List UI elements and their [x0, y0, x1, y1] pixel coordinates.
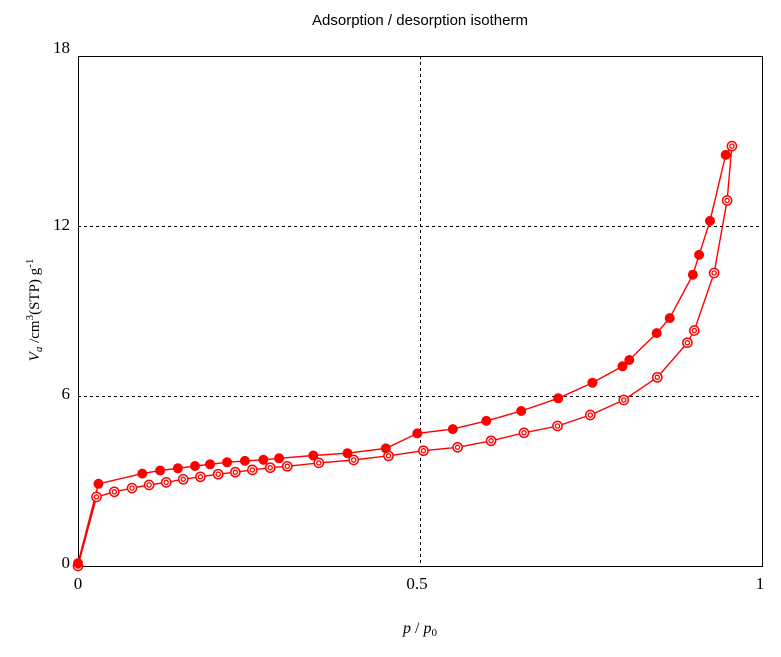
- desorption-curve: [77, 145, 733, 564]
- desorption-point: [516, 406, 527, 416]
- adsorption-point: [418, 445, 429, 457]
- plot-frame: [78, 56, 763, 567]
- adsorption-point: [126, 482, 138, 494]
- adsorption-point: [618, 394, 630, 406]
- adsorption-point: [485, 435, 497, 447]
- adsorption-point: [247, 464, 258, 476]
- y-tick-12: 12: [53, 215, 70, 234]
- desorption-point: [481, 415, 492, 426]
- adsorption-point-inner: [267, 464, 273, 471]
- adsorption-point-inner: [724, 197, 730, 204]
- adsorption-point-inner: [232, 469, 239, 475]
- adsorption-point-inner: [129, 485, 135, 491]
- adsorption-point-inner: [454, 444, 461, 451]
- adsorption-point: [212, 468, 224, 480]
- desorption-point: [172, 463, 183, 474]
- desorption-point: [380, 443, 391, 454]
- desorption-point: [258, 454, 269, 465]
- desorption-point: [412, 428, 423, 439]
- adsorption-point-inner: [111, 489, 118, 495]
- adsorption-point-inner: [350, 457, 357, 463]
- adsorption-point: [452, 441, 463, 453]
- adsorption-point-inner: [488, 438, 494, 444]
- x-axis-label: p / p0: [403, 620, 437, 639]
- adsorption-point-inner: [554, 423, 561, 429]
- adsorption-point-inner: [197, 474, 204, 480]
- adsorption-point: [264, 462, 276, 474]
- desorption-point: [73, 558, 83, 569]
- adsorption-point-inner: [521, 430, 527, 436]
- adsorption-point-inner: [163, 479, 169, 486]
- adsorption-point: [348, 454, 360, 466]
- desorption-point: [705, 215, 715, 226]
- desorption-point: [587, 377, 598, 388]
- adsorption-point-inner: [215, 471, 221, 477]
- adsorption-point: [721, 195, 733, 206]
- desorption-point: [155, 465, 166, 476]
- adsorption-point-inner: [711, 270, 717, 276]
- desorption-point: [342, 448, 353, 459]
- desorption-point: [624, 355, 635, 365]
- adsorption-point-inner: [146, 482, 152, 488]
- adsorption-point-inner: [691, 327, 698, 334]
- adsorption-point: [688, 325, 700, 336]
- x-tick-0-5: 0.5: [406, 574, 428, 593]
- desorption-point: [447, 424, 458, 435]
- adsorption-point: [313, 457, 325, 469]
- adsorption-point: [229, 466, 241, 478]
- adsorption-point: [518, 427, 530, 439]
- y-tick-18: 18: [53, 38, 70, 57]
- adsorption-point-inner: [249, 467, 256, 473]
- adsorption-point-inner: [684, 339, 691, 346]
- desorption-point: [222, 457, 233, 468]
- desorption-point: [93, 478, 104, 489]
- adsorption-point: [160, 477, 172, 488]
- x-tick-1: 1: [755, 574, 765, 593]
- adsorption-point-inner: [587, 412, 594, 418]
- adsorption-point: [726, 140, 738, 152]
- adsorption-point: [281, 460, 293, 472]
- adsorption-point: [108, 486, 120, 498]
- chart-title: Adsorption / desorption isotherm: [312, 12, 528, 29]
- desorption-point: [694, 249, 705, 260]
- y-axis-label: Va /cm3(STP) g-1: [24, 258, 45, 362]
- desorption-point: [687, 269, 698, 280]
- desorption-point: [274, 453, 285, 464]
- adsorption-point-inner: [621, 397, 627, 403]
- adsorption-point: [584, 409, 596, 421]
- adsorption-point-inner: [654, 374, 661, 381]
- adsorption-point: [708, 267, 720, 279]
- adsorption-point-inner: [180, 476, 187, 483]
- desorption-point: [651, 328, 662, 339]
- adsorption-point: [177, 473, 189, 485]
- desorption-point: [308, 450, 319, 461]
- desorption-point: [617, 361, 628, 372]
- x-tick-0: 0: [73, 574, 83, 593]
- desorption-point: [664, 313, 675, 324]
- desorption-point: [720, 149, 731, 160]
- adsorption-point: [143, 479, 155, 491]
- adsorption-point: [195, 471, 206, 483]
- adsorption-point: [651, 371, 663, 383]
- adsorption-point-inner: [93, 494, 100, 500]
- desorption-point: [190, 461, 200, 471]
- desorption-point: [239, 455, 250, 466]
- y-tick-6: 6: [61, 384, 71, 403]
- adsorption-point: [682, 337, 693, 349]
- adsorption-point-inner: [284, 463, 291, 470]
- adsorption-point: [552, 420, 563, 432]
- adsorption-point-inner: [385, 453, 392, 459]
- adsorption-point-inner: [316, 460, 322, 466]
- desorption-point: [553, 393, 564, 404]
- desorption-point: [137, 468, 148, 479]
- y-tick-0: 0: [61, 553, 71, 572]
- adsorption-point-inner: [420, 447, 427, 454]
- desorption-point: [205, 459, 215, 470]
- adsorption-point: [91, 491, 102, 503]
- adsorption-point-inner: [729, 143, 735, 149]
